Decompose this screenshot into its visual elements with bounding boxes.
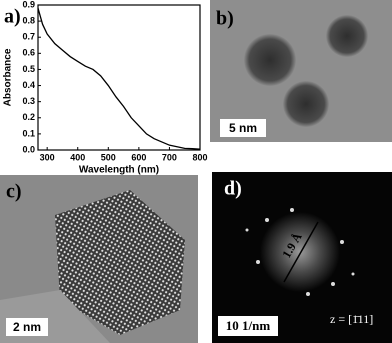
panel-d: 1.9 Å d) z = [1̄11] 10 1/nm xyxy=(212,172,392,343)
y-axis-label: Absorbance xyxy=(3,48,14,106)
x-axis-label: Wavelength (nm) xyxy=(79,165,159,176)
panel-label: a) xyxy=(4,6,21,28)
x-tick-label: 800 xyxy=(192,152,207,162)
zone-label: z = [1̄11] xyxy=(330,312,373,326)
scale-label: 10 1/nm xyxy=(226,318,271,333)
y-tick-label: 0.2 xyxy=(22,112,35,122)
panel-b: b) 5 nm xyxy=(210,0,392,142)
y-tick-label: 0.0 xyxy=(22,144,35,154)
x-tick-label: 600 xyxy=(131,152,146,162)
y-tick-label: 0.3 xyxy=(22,96,35,106)
y-tick-label: 0.5 xyxy=(22,64,35,74)
y-tick-label: 0.9 xyxy=(22,0,35,9)
panel-label: c) xyxy=(6,181,22,203)
y-tick-label: 0.7 xyxy=(22,32,35,42)
y-tick-label: 0.1 xyxy=(22,128,35,138)
x-tick-label: 700 xyxy=(162,152,177,162)
y-tick-label: 0.6 xyxy=(22,48,35,58)
x-tick-label: 400 xyxy=(70,152,85,162)
panel-label: d) xyxy=(224,178,242,200)
scale-label: 2 nm xyxy=(13,320,41,334)
x-tick-label: 500 xyxy=(101,152,116,162)
x-tick-label: 300 xyxy=(40,152,55,162)
panel-a: a) 0.0 0.1 0.2 0.3 0.4 0.5 0.6 0.7 0.8 0.9 300 400 5… xyxy=(3,0,208,176)
scale-label: 5 nm xyxy=(229,121,257,135)
panel-label: b) xyxy=(216,8,234,30)
y-tick-label: 0.8 xyxy=(22,15,35,25)
panel-c: c) 2 nm xyxy=(0,175,198,343)
data-line xyxy=(37,8,201,150)
plot-frame xyxy=(37,4,201,151)
y-tick-label: 0.4 xyxy=(22,80,35,90)
